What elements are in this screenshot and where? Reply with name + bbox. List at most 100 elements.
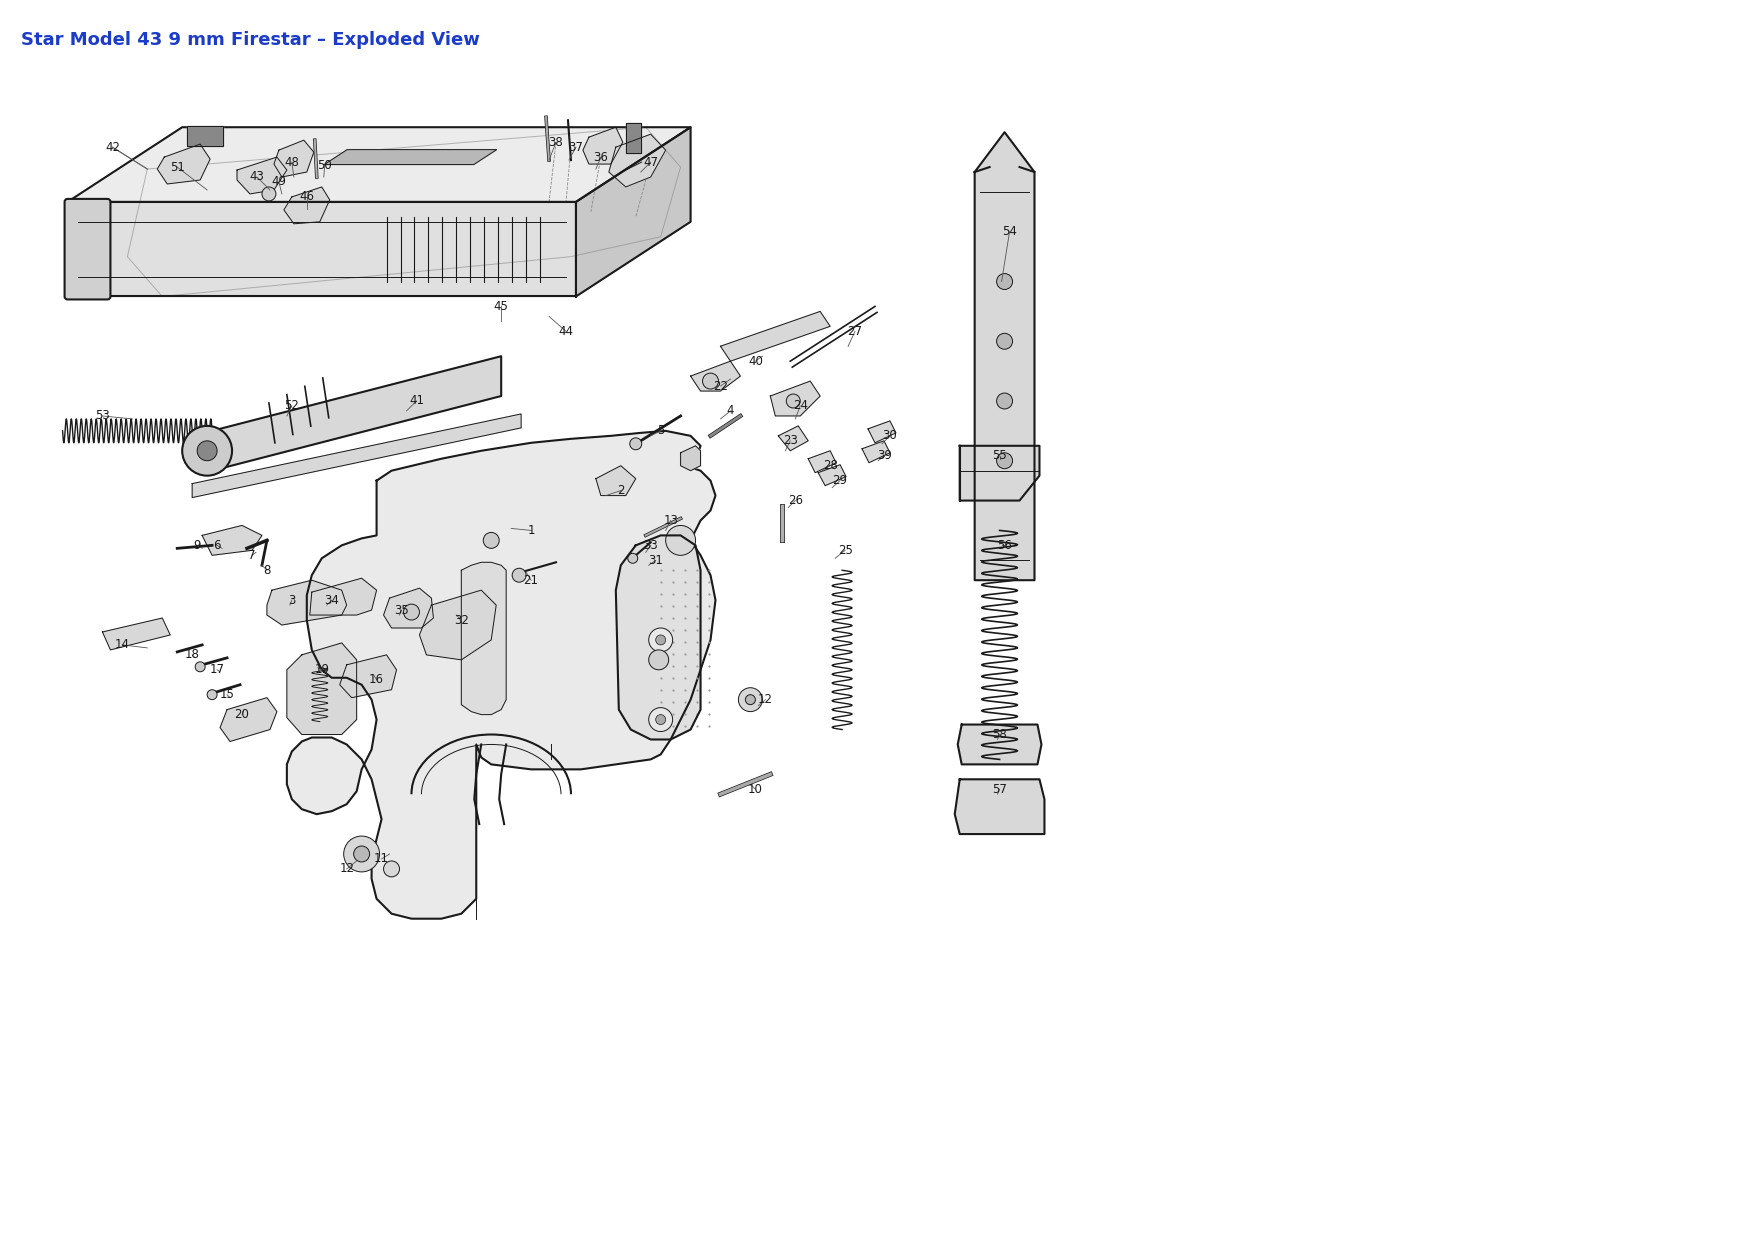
Polygon shape — [420, 590, 497, 660]
Text: 20: 20 — [235, 707, 249, 721]
Text: 34: 34 — [324, 594, 338, 606]
Circle shape — [197, 441, 216, 461]
Polygon shape — [626, 124, 642, 154]
Circle shape — [354, 846, 370, 862]
Text: 12: 12 — [338, 862, 354, 875]
Polygon shape — [187, 126, 223, 146]
Text: 32: 32 — [453, 614, 469, 626]
Circle shape — [513, 569, 527, 582]
Polygon shape — [616, 535, 701, 740]
Text: 42: 42 — [105, 141, 120, 154]
Circle shape — [649, 707, 673, 731]
Text: 45: 45 — [494, 300, 509, 312]
Polygon shape — [213, 356, 501, 471]
Polygon shape — [340, 655, 396, 698]
Circle shape — [649, 628, 673, 652]
Text: 41: 41 — [408, 395, 424, 408]
Text: 36: 36 — [593, 150, 609, 164]
Text: 39: 39 — [877, 449, 893, 462]
Text: 49: 49 — [272, 175, 286, 189]
Text: 48: 48 — [284, 155, 300, 169]
Text: 19: 19 — [314, 664, 330, 676]
Polygon shape — [771, 381, 820, 416]
Text: 46: 46 — [300, 190, 314, 204]
Polygon shape — [582, 127, 623, 164]
Circle shape — [384, 861, 399, 877]
Circle shape — [996, 274, 1013, 290]
Polygon shape — [68, 127, 691, 202]
Circle shape — [483, 532, 499, 549]
Polygon shape — [869, 421, 896, 442]
Text: 31: 31 — [649, 554, 663, 566]
Text: 7: 7 — [248, 549, 256, 561]
Text: 24: 24 — [794, 400, 807, 412]
Polygon shape — [220, 698, 277, 741]
Circle shape — [195, 661, 206, 671]
Text: 57: 57 — [992, 782, 1006, 796]
Text: 4: 4 — [727, 405, 734, 418]
Circle shape — [656, 715, 666, 725]
Text: 29: 29 — [832, 474, 848, 488]
Text: 28: 28 — [823, 459, 837, 472]
Text: 52: 52 — [284, 400, 300, 412]
Polygon shape — [818, 465, 846, 485]
Polygon shape — [596, 466, 637, 495]
Text: 6: 6 — [213, 539, 221, 551]
Text: 3: 3 — [288, 594, 295, 606]
Polygon shape — [957, 725, 1041, 765]
Circle shape — [745, 695, 755, 705]
Circle shape — [181, 426, 232, 476]
Polygon shape — [720, 311, 830, 361]
Polygon shape — [680, 446, 701, 471]
Text: 26: 26 — [788, 494, 802, 508]
Text: 15: 15 — [220, 689, 234, 701]
Circle shape — [628, 554, 638, 564]
Polygon shape — [286, 431, 715, 919]
Text: 47: 47 — [644, 155, 657, 169]
Polygon shape — [778, 426, 807, 451]
Text: 11: 11 — [373, 853, 389, 865]
Text: 22: 22 — [713, 380, 727, 392]
Circle shape — [996, 392, 1013, 409]
Text: 58: 58 — [992, 728, 1006, 741]
Text: 44: 44 — [558, 325, 574, 338]
Circle shape — [649, 650, 668, 670]
Circle shape — [344, 836, 380, 872]
Text: 16: 16 — [370, 674, 384, 686]
Circle shape — [703, 372, 719, 389]
Polygon shape — [103, 618, 171, 650]
Polygon shape — [237, 158, 286, 194]
Circle shape — [208, 690, 216, 700]
Polygon shape — [202, 525, 262, 555]
Polygon shape — [959, 446, 1039, 500]
Text: 53: 53 — [96, 410, 110, 422]
Polygon shape — [310, 579, 377, 615]
Circle shape — [262, 188, 276, 201]
Polygon shape — [862, 441, 889, 462]
Circle shape — [630, 438, 642, 450]
Text: 50: 50 — [317, 159, 331, 171]
Text: 12: 12 — [759, 694, 773, 706]
Polygon shape — [324, 150, 497, 165]
Polygon shape — [462, 562, 506, 715]
Polygon shape — [691, 361, 741, 391]
Text: 43: 43 — [249, 170, 265, 184]
Polygon shape — [274, 140, 314, 177]
Text: 37: 37 — [569, 141, 584, 154]
Text: 55: 55 — [992, 449, 1006, 462]
Circle shape — [403, 604, 420, 620]
Polygon shape — [284, 188, 330, 224]
Text: 51: 51 — [169, 160, 185, 174]
Circle shape — [996, 452, 1013, 469]
Text: 18: 18 — [185, 649, 199, 661]
Circle shape — [656, 635, 666, 645]
Polygon shape — [68, 202, 576, 296]
Circle shape — [787, 394, 800, 408]
Text: 21: 21 — [523, 574, 539, 586]
Text: 25: 25 — [837, 544, 853, 556]
Polygon shape — [807, 451, 835, 472]
Text: 30: 30 — [882, 429, 898, 442]
Text: 23: 23 — [783, 434, 797, 447]
Polygon shape — [609, 134, 666, 188]
Polygon shape — [384, 589, 434, 628]
